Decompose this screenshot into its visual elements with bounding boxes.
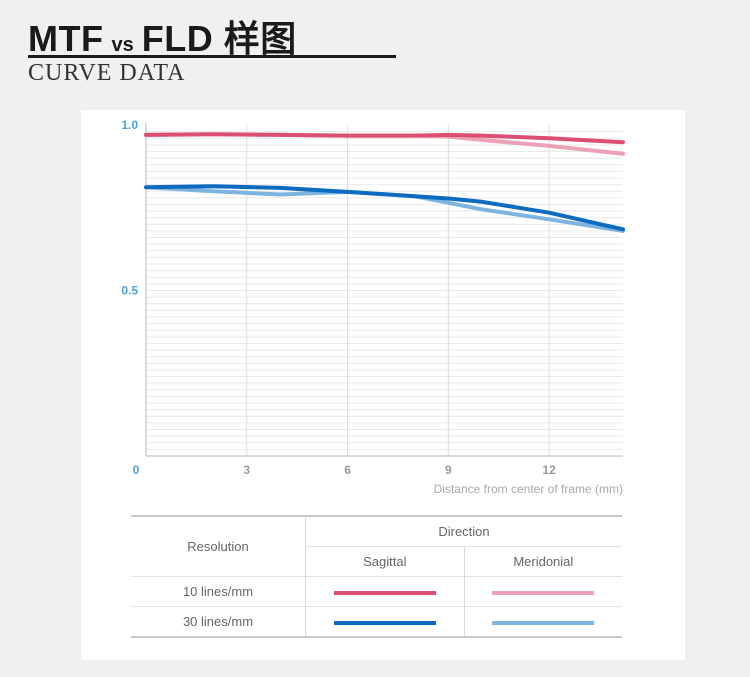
legend-table: Resolution Direction Sagittal Meridonial… [131,515,622,638]
legend-resolution-header: Resolution [131,515,306,577]
x-axis-label: Distance from center of frame (mm) [434,482,623,496]
legend-swatch-sagittal-10 [333,590,436,595]
x-tick-label: 3 [243,463,250,477]
legend-sagittal-10-cell [305,576,465,607]
legend-meridional-30-cell [464,606,622,638]
x-tick-label: 6 [344,463,351,477]
title-mtf: MTF [28,18,104,59]
legend-row-30-label: 30 lines/mm [131,606,306,638]
legend-direction-header: Direction [305,515,622,547]
legend-meridional-10-cell [464,576,622,607]
x-tick-label: 9 [445,463,452,477]
mtf-chart: 0.5 1.0 0 3 6 9 12 Distance from center of fram… [121,118,625,496]
y-tick-label: 1.0 [121,118,138,132]
y-tick-label: 0.5 [121,284,138,298]
title-vs: vs [111,34,134,56]
legend-meridional-header: Meridonial [464,546,622,577]
legend-sagittal-header: Sagittal [305,546,465,577]
page-header: MTF vs FLD 样图 CURVE DATA [0,0,750,110]
page-title: MTF vs FLD 样图 [28,10,297,62]
chart-card: 0.5 1.0 0 3 6 9 12 Distance from center of fram… [81,110,685,660]
x-tick-label: 0 [133,463,140,477]
legend-swatch-sagittal-30 [333,620,436,625]
series-line [144,132,625,145]
page-subtitle: CURVE DATA [28,60,186,86]
legend-swatch-meridional-10 [492,590,595,595]
legend-row-10-label: 10 lines/mm [131,576,306,607]
series-line [144,184,625,232]
title-underline [28,55,396,58]
title-fld: FLD 样图 [141,18,297,59]
legend-sagittal-30-cell [305,606,465,638]
x-tick-label: 12 [542,463,556,477]
legend-swatch-meridional-30 [492,620,595,625]
